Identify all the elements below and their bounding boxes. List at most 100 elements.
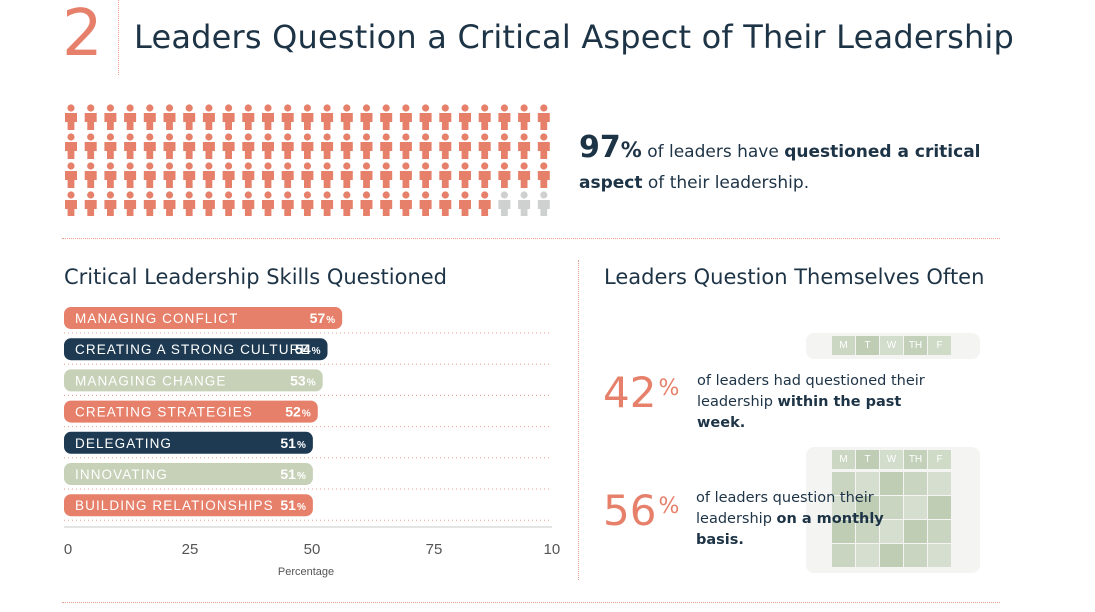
section-number: 2 — [62, 0, 103, 71]
person-icon — [262, 133, 274, 159]
person-icon — [498, 104, 511, 130]
person-icon — [222, 162, 235, 188]
person-icon — [399, 191, 412, 216]
x-tick-label: 50 — [304, 541, 321, 558]
bar — [64, 369, 323, 392]
bar-category-label: MANAGING CONFLICT — [75, 311, 238, 326]
person-icon — [399, 162, 412, 188]
person-icon — [222, 191, 235, 216]
stat-97-block: 97% of leaders have questioned a critica… — [579, 130, 999, 199]
bar — [64, 494, 313, 517]
person-icon — [498, 191, 511, 216]
stat-97-text-bold: questioned a critical aspect — [579, 142, 981, 193]
bar-category-label: CREATING STRATEGIES — [75, 405, 253, 420]
person-icon — [104, 104, 117, 130]
person-icon — [104, 162, 117, 188]
person-icon — [321, 104, 334, 130]
calendar-day-cell — [856, 472, 879, 495]
section-divider-bottom — [62, 602, 1000, 603]
stat-42-text-bold: within the past week. — [697, 394, 902, 431]
bar — [64, 307, 343, 329]
person-icon — [360, 104, 373, 130]
weekday-cell: T — [856, 450, 879, 469]
person-icon — [301, 162, 314, 188]
person-icon — [163, 162, 176, 188]
bar — [64, 400, 318, 423]
calendar-day-cell — [832, 496, 855, 519]
person-icon — [301, 104, 314, 130]
stat-42-text-pre: of leaders had questioned their leadersh… — [697, 373, 925, 410]
person-icon — [360, 191, 373, 216]
bar — [64, 338, 328, 361]
person-icon — [380, 162, 393, 188]
person-icon — [439, 191, 452, 216]
person-icon — [360, 133, 373, 159]
person-icon — [340, 162, 353, 188]
person-icon — [202, 133, 215, 159]
weekday-cell: M — [832, 450, 855, 469]
weekday-cell: TH — [904, 450, 927, 469]
weekday-cell: F — [928, 450, 951, 469]
person-icon — [124, 191, 137, 216]
people-icon-grid — [62, 104, 557, 216]
weekday-cell: W — [880, 336, 903, 355]
person-icon — [537, 133, 550, 159]
calendar-day-cell — [880, 496, 903, 519]
person-icon — [340, 133, 353, 159]
person-icon — [537, 191, 550, 216]
calendar-day-cell — [904, 544, 927, 567]
person-icon — [518, 191, 531, 216]
bar-category-label: DELEGATING — [75, 436, 172, 451]
calendar-day-cell — [856, 520, 879, 543]
person-icon — [143, 104, 156, 130]
stat-56-percent: 56% — [603, 490, 679, 532]
calendar-day-cell — [832, 544, 855, 567]
person-icon — [537, 104, 550, 130]
person-icon — [183, 162, 196, 188]
bar-value-label: 53% — [290, 372, 316, 388]
person-icon — [439, 133, 452, 159]
calendar-day-cell — [832, 520, 855, 543]
weekday-cell: W — [880, 450, 903, 469]
calendar-day-cell — [880, 544, 903, 567]
person-icon — [202, 162, 215, 188]
person-icon — [478, 133, 491, 159]
person-icon — [419, 191, 432, 216]
stat-97-unit: % — [620, 138, 642, 162]
stat-42-text: of leaders had questioned their leadersh… — [697, 371, 932, 434]
person-icon — [321, 191, 334, 216]
person-icon — [163, 191, 176, 216]
chart-title: Critical Leadership Skills Questioned — [64, 265, 448, 289]
x-axis-label: Percentage — [278, 566, 334, 578]
person-icon — [183, 133, 196, 159]
person-icon — [340, 191, 353, 216]
person-icon — [478, 191, 491, 216]
month-calendar: M T W TH F — [806, 447, 980, 573]
person-icon — [84, 191, 97, 216]
person-icon — [124, 104, 137, 130]
person-icon — [459, 191, 471, 216]
person-icon — [281, 191, 294, 216]
bar-value-label: 52% — [285, 404, 311, 420]
person-icon — [537, 162, 550, 188]
stat-56-unit: % — [658, 494, 680, 519]
right-column-title: Leaders Question Themselves Often — [604, 265, 985, 289]
calendar-day-cell — [928, 520, 951, 543]
bar-category-label: MANAGING CHANGE — [75, 373, 227, 388]
person-icon — [183, 104, 196, 130]
bar — [64, 431, 313, 454]
person-icon — [459, 162, 471, 188]
weekday-cell: M — [832, 336, 855, 355]
person-icon — [419, 104, 432, 130]
stat-42-value: 42 — [603, 368, 657, 417]
person-icon — [281, 162, 294, 188]
person-icon — [65, 133, 77, 159]
calendar-day-cell — [880, 472, 903, 495]
calendar-day-cell — [856, 496, 879, 519]
bar-value-label: 51% — [280, 497, 306, 513]
person-icon — [399, 104, 412, 130]
person-icon — [84, 133, 97, 159]
person-icon — [301, 133, 314, 159]
person-icon — [518, 162, 531, 188]
person-icon — [65, 191, 77, 216]
